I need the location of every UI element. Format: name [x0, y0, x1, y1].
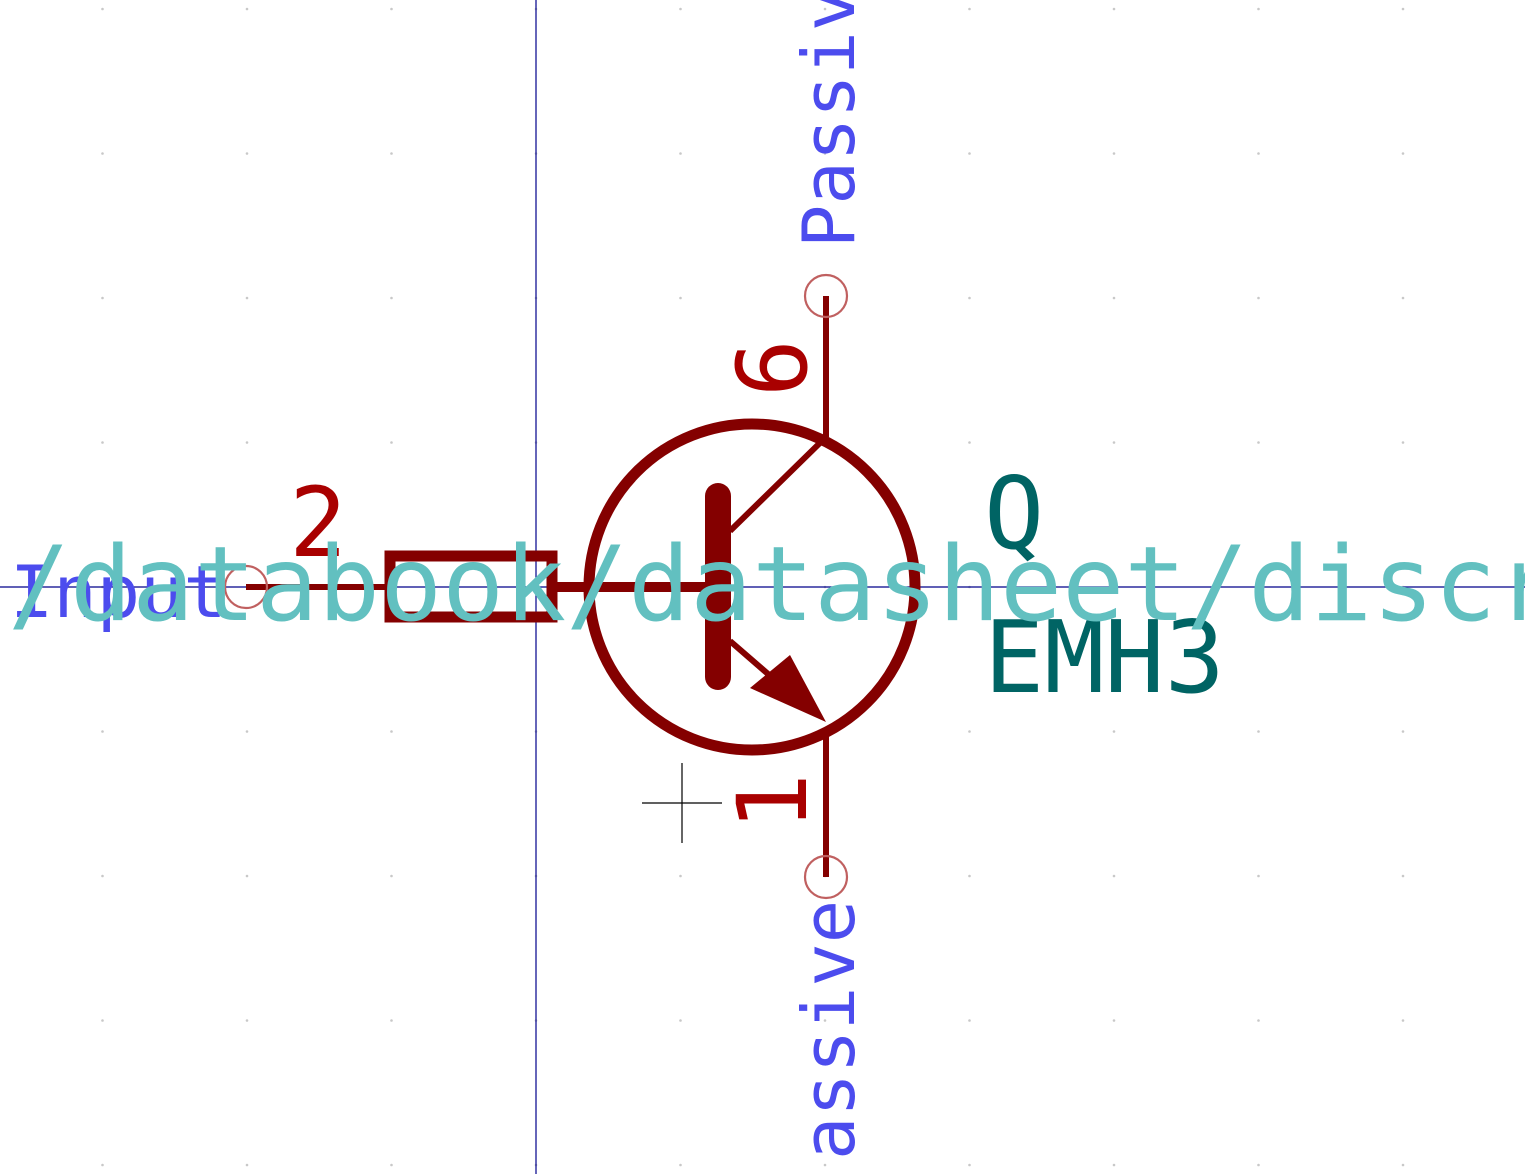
- grid-dot: [390, 296, 393, 300]
- grid-dot: [1112, 1019, 1116, 1022]
- grid-dot: [245, 296, 249, 300]
- grid-dot: [968, 152, 971, 155]
- grid-dot: [1401, 7, 1405, 11]
- emitter-arrow-icon: [750, 655, 826, 722]
- grid-dot: [1257, 152, 1260, 155]
- crosshair-cursor-icon: [642, 763, 722, 843]
- base-pin-type-label: Input: [10, 550, 227, 634]
- grid-dot: [390, 1163, 393, 1167]
- emitter-pin-number: 1: [717, 773, 829, 831]
- collector-pin-type-label: Passiv: [787, 0, 871, 248]
- grid-dot: [1257, 730, 1260, 733]
- grid-dot: [101, 296, 104, 300]
- grid-dot: [823, 1163, 827, 1167]
- grid-dot: [1401, 441, 1405, 444]
- pin-collector[interactable]: 6 Passiv: [717, 0, 871, 437]
- grid-dot: [245, 1019, 249, 1022]
- grid-dot: [245, 1163, 249, 1167]
- grid-dot: [1257, 441, 1260, 444]
- grid-dot: [968, 874, 971, 878]
- grid-dot: [823, 7, 827, 11]
- grid-dot: [968, 441, 971, 444]
- datasheet-field[interactable]: /databook/datasheet/discr: [8, 525, 1525, 645]
- grid-dot: [823, 1019, 827, 1022]
- grid-dot: [968, 730, 971, 733]
- grid-dot: [390, 1019, 393, 1022]
- base-pin-end-marker[interactable]: [223, 564, 269, 610]
- grid-dot: [1401, 152, 1405, 155]
- grid-dot: [101, 7, 104, 11]
- grid-dot: [679, 1163, 682, 1167]
- grid-dot: [1112, 152, 1116, 155]
- grid-dot: [1401, 1019, 1405, 1022]
- grid-dot: [390, 730, 393, 733]
- grid-dot: [101, 1163, 104, 1167]
- reference-designator[interactable]: Q: [984, 455, 1044, 572]
- grid-dot: [1257, 1163, 1260, 1167]
- component-value[interactable]: EMH3: [984, 599, 1225, 716]
- grid-dot: [101, 874, 104, 878]
- grid-dot: [968, 296, 971, 300]
- base-pin-number: 2: [289, 467, 347, 579]
- grid-dot: [679, 1019, 682, 1022]
- grid-dot: [101, 1019, 104, 1022]
- collector-pin-end-marker[interactable]: [803, 273, 849, 319]
- grid-dot: [1257, 1019, 1260, 1022]
- grid-dot: [1112, 441, 1116, 444]
- grid-dot: [968, 1019, 971, 1022]
- collector-pin-number: 6: [717, 339, 829, 397]
- grid-dot: [1401, 730, 1405, 733]
- grid-dots: [101, 7, 1405, 1167]
- pin-emitter[interactable]: 1 assive: [717, 733, 871, 1160]
- grid-dot: [1401, 874, 1405, 878]
- grid-dot: [679, 7, 682, 11]
- grid-dot: [679, 296, 682, 300]
- grid-dot: [1257, 296, 1260, 300]
- grid-dot: [679, 152, 682, 155]
- grid-dot: [390, 7, 393, 11]
- grid-dot: [968, 7, 971, 11]
- pin-base[interactable]: 2 Input: [10, 467, 390, 634]
- grid-dot: [390, 152, 393, 155]
- grid-dot: [1112, 296, 1116, 300]
- grid-dot: [679, 874, 682, 878]
- grid-dot: [1257, 7, 1260, 11]
- grid-dot: [245, 7, 249, 11]
- grid-dot: [968, 1163, 971, 1167]
- grid-dot: [1401, 1163, 1405, 1167]
- grid-dot: [1257, 874, 1260, 878]
- grid-dot: [1112, 1163, 1116, 1167]
- grid-dot: [101, 441, 104, 444]
- collector-line: [727, 434, 829, 534]
- emitter-pin-end-marker[interactable]: [803, 854, 849, 900]
- grid-dot: [245, 874, 249, 878]
- grid-dot: [245, 730, 249, 733]
- emitter-pin-type-label: assive: [787, 900, 871, 1160]
- grid-dot: [101, 152, 104, 155]
- grid-dot: [390, 441, 393, 444]
- grid-dot: [245, 441, 249, 444]
- grid-dot: [823, 152, 827, 155]
- grid-dot: [101, 730, 104, 733]
- grid-dot: [1112, 730, 1116, 733]
- grid-dot: [1401, 296, 1405, 300]
- grid-dot: [1112, 7, 1116, 11]
- grid-dot: [1112, 874, 1116, 878]
- grid-dot: [245, 152, 249, 155]
- grid-dot: [390, 874, 393, 878]
